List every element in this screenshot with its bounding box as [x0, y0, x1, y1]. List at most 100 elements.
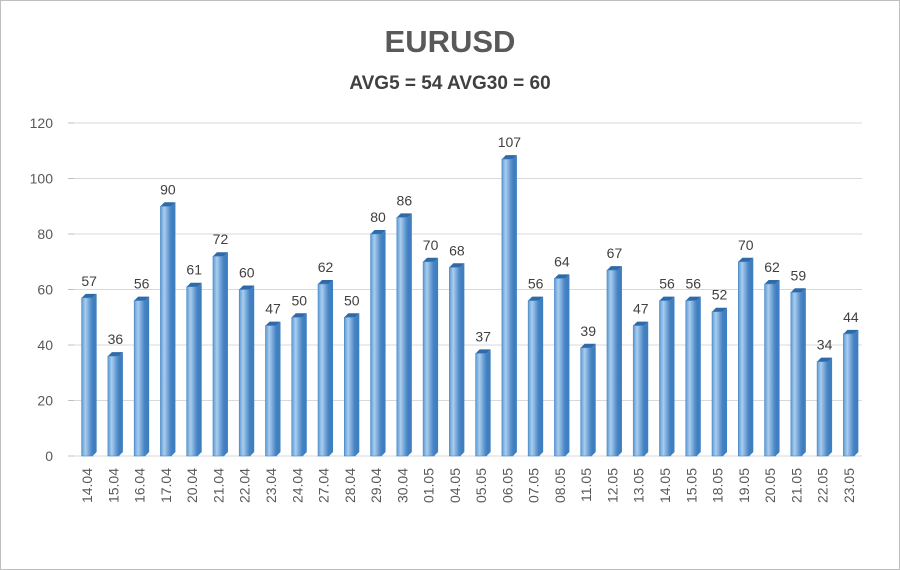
bar-front	[711, 311, 724, 457]
y-axis: 0 20 40 60 80 100 120	[30, 115, 74, 464]
data-label: 68	[449, 242, 465, 258]
x-tick-label: 27.04	[316, 468, 332, 503]
bar-front	[764, 283, 776, 457]
data-label: 61	[186, 262, 202, 278]
bar-side	[118, 352, 123, 456]
x-tick-label: 24.04	[289, 468, 305, 503]
data-label: 57	[81, 273, 97, 289]
chart-subtitle: AVG5 = 54 AVG30 = 60	[349, 73, 551, 94]
bar-top	[475, 349, 491, 354]
bar-top	[659, 296, 675, 301]
bar-front	[133, 300, 146, 457]
data-label: 50	[291, 292, 307, 308]
bar-front	[606, 269, 619, 457]
bar-top	[396, 213, 412, 218]
bar	[370, 230, 386, 457]
bar-side	[276, 321, 281, 456]
x-tick-label: 11.05	[578, 468, 594, 502]
bar	[291, 313, 307, 457]
y-tick-label: 60	[37, 282, 53, 298]
bar	[238, 285, 255, 457]
bar	[764, 279, 780, 457]
bar-top	[685, 296, 701, 301]
bar-top	[318, 279, 334, 284]
bar-front	[685, 300, 698, 457]
data-label: 39	[580, 323, 596, 339]
bar	[133, 296, 150, 457]
bar	[501, 155, 517, 457]
bar-side	[407, 213, 412, 456]
bar-top	[528, 296, 544, 301]
data-label: 107	[498, 134, 522, 150]
data-label: 52	[712, 287, 728, 303]
bar-side	[539, 296, 544, 456]
x-tick-label: 14.04	[79, 468, 95, 503]
bar-top	[186, 282, 202, 287]
bar	[554, 274, 570, 457]
bar-side	[617, 266, 622, 456]
bar-side	[329, 279, 334, 456]
x-tick-label: 18.05	[710, 468, 726, 503]
bar-side	[723, 307, 728, 456]
bar-front	[527, 300, 540, 457]
x-tick-label: 06.05	[499, 468, 515, 503]
bar-side	[512, 155, 517, 456]
bar-side	[171, 202, 176, 456]
bar-side	[197, 282, 202, 456]
bar	[685, 296, 701, 457]
bar-top	[633, 321, 649, 326]
bar-top	[606, 266, 622, 271]
data-label: 36	[108, 331, 124, 347]
bar-side	[749, 257, 754, 456]
bar-top	[370, 230, 386, 234]
x-tick-label: 15.05	[683, 468, 699, 503]
bar-side	[434, 257, 439, 456]
bar	[449, 263, 465, 457]
bar-top	[107, 352, 123, 357]
bar	[317, 279, 334, 457]
bar	[737, 257, 754, 457]
bar-top	[764, 279, 780, 284]
bar-top	[554, 274, 570, 279]
data-label: 56	[685, 276, 701, 292]
bar-front	[160, 205, 172, 457]
data-label: 34	[817, 337, 833, 353]
bar-front	[396, 217, 409, 457]
x-tick-label: 08.05	[552, 468, 568, 503]
bar-top	[344, 313, 360, 318]
bar-front	[291, 316, 304, 457]
bar	[843, 329, 859, 457]
data-label: 37	[475, 328, 491, 344]
bar-side	[828, 357, 833, 456]
x-axis: 14.04 15.04 16.04 17.04 20.04 21.04 22.04 23.04…	[79, 468, 857, 503]
data-label: 56	[659, 276, 675, 292]
bar-front	[449, 266, 461, 457]
data-label: 90	[160, 181, 176, 197]
bar-side	[250, 285, 255, 456]
bars	[81, 155, 859, 457]
bar	[632, 321, 649, 457]
bar	[475, 349, 491, 457]
bar-front	[81, 297, 93, 457]
bar-front	[317, 283, 330, 457]
data-label: 86	[397, 192, 413, 208]
y-tick-label: 100	[30, 171, 54, 187]
bar	[396, 213, 412, 457]
data-label: 47	[265, 301, 281, 317]
bar-side	[775, 279, 780, 456]
bar-front	[816, 361, 829, 457]
bar	[265, 321, 281, 457]
bar-front	[107, 355, 120, 457]
bar-side	[696, 296, 701, 456]
bar	[659, 296, 675, 457]
bar-front	[790, 291, 803, 457]
x-tick-label: 15.04	[105, 468, 121, 503]
bar-front	[265, 325, 277, 457]
x-tick-label: 20.05	[762, 468, 778, 503]
data-label: 59	[791, 267, 807, 283]
bar-top	[738, 257, 754, 262]
y-tick-label: 20	[37, 393, 53, 409]
x-tick-label: 28.04	[342, 468, 358, 503]
x-tick-label: 22.04	[237, 468, 253, 503]
